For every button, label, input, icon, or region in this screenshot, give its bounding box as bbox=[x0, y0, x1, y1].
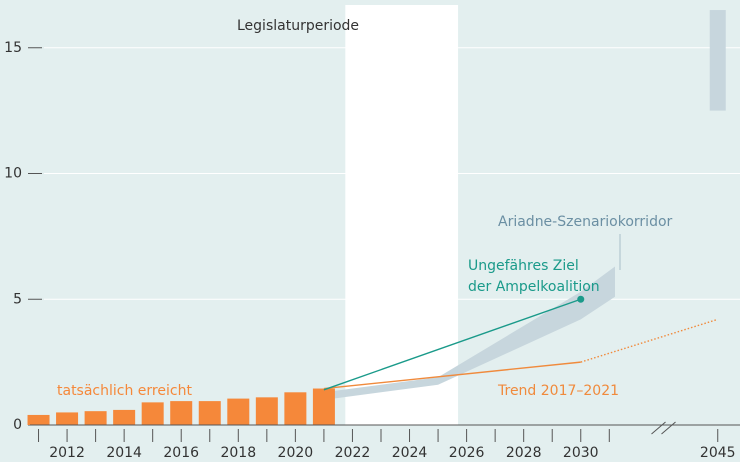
period-label: Legislaturperiode bbox=[237, 18, 359, 34]
bar bbox=[284, 392, 307, 425]
target-dot bbox=[577, 295, 585, 303]
x-tick-label: 2028 bbox=[506, 445, 542, 461]
bar bbox=[312, 388, 335, 425]
bar bbox=[198, 401, 221, 425]
x-tick-label: 2016 bbox=[163, 445, 199, 461]
bars-label: tatsächlich erreicht bbox=[57, 383, 192, 399]
bar bbox=[84, 411, 107, 425]
bar bbox=[255, 397, 278, 425]
target-label: der Ampelkoalition bbox=[468, 279, 600, 295]
y-tick-label: 5 bbox=[13, 291, 22, 307]
highlight-span bbox=[345, 5, 459, 425]
x-tick-label: 2024 bbox=[392, 445, 428, 461]
bar bbox=[170, 401, 193, 425]
x-tick-label: 2026 bbox=[449, 445, 485, 461]
bar bbox=[141, 402, 164, 425]
trend-label: Trend 2017–2021 bbox=[497, 383, 619, 399]
corridor-label: Ariadne-Szenariokorridor bbox=[498, 214, 673, 230]
bar bbox=[56, 412, 79, 425]
y-tick-label: 0 bbox=[13, 417, 22, 433]
target-line bbox=[323, 298, 581, 391]
y-tick-label: 15 bbox=[4, 40, 22, 56]
bar bbox=[113, 409, 136, 425]
axis-break bbox=[661, 421, 676, 435]
x-tick-label: 2020 bbox=[278, 445, 314, 461]
x-tick-label: 2045 bbox=[700, 445, 736, 461]
x-tick-label: 2012 bbox=[49, 445, 85, 461]
x-tick-label: 2018 bbox=[220, 445, 256, 461]
trend-line bbox=[323, 361, 581, 390]
trend-extension bbox=[580, 318, 718, 363]
target-label: Ungefähres Ziel bbox=[468, 258, 579, 274]
bar bbox=[227, 398, 250, 425]
x-tick-label: 2022 bbox=[335, 445, 371, 461]
y-tick-label: 10 bbox=[4, 166, 22, 182]
corridor-2045 bbox=[709, 10, 726, 111]
x-tick-label: 2014 bbox=[106, 445, 142, 461]
axis-break bbox=[651, 421, 666, 435]
x-tick-label: 2030 bbox=[563, 445, 599, 461]
bar bbox=[27, 414, 50, 425]
